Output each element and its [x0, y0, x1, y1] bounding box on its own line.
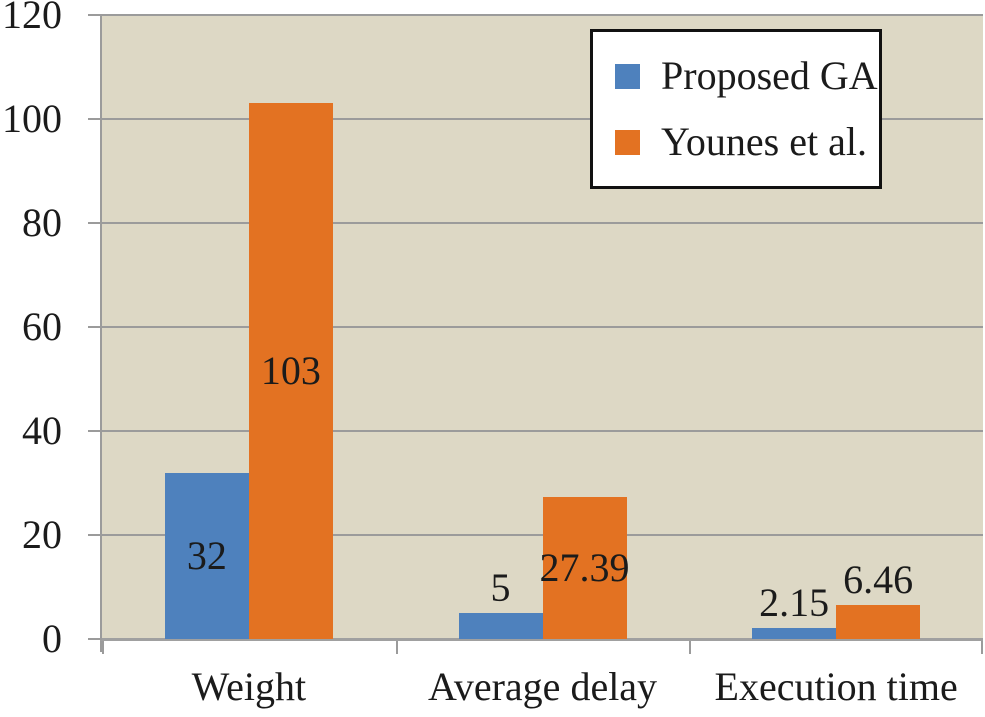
x-tick-mark-3	[981, 641, 983, 654]
y-tick-mark-40	[88, 430, 102, 432]
gridline-120	[102, 14, 983, 16]
bar-value-label-proposed-ga-execution-time: 2.15	[759, 579, 830, 625]
y-tick-mark-20	[88, 534, 102, 536]
legend-label-proposed-ga: Proposed GA	[661, 53, 878, 98]
y-axis-label-40: 40	[22, 408, 62, 453]
x-category-label-weight: Weight	[191, 664, 307, 709]
legend-swatch-proposed-ga-icon	[615, 63, 640, 89]
bar-younes-et-al-weight	[248, 103, 333, 639]
legend-swatch-younes-et-al-icon	[615, 129, 640, 155]
y-tick-mark-120	[88, 14, 102, 16]
bar-value-label-proposed-ga-average-delay: 5	[490, 565, 511, 610]
y-axis-label-0: 0	[42, 616, 62, 661]
y-tick-mark-0	[88, 638, 102, 640]
y-axis-line	[100, 14, 102, 652]
y-tick-mark-80	[88, 222, 102, 224]
gridline-40	[102, 430, 983, 432]
x-category-label-average-delay: Average delay	[427, 664, 658, 709]
y-axis-label-100: 100	[2, 96, 62, 141]
bar-value-label-proposed-ga-weight: 32	[186, 532, 227, 578]
x-category-label-execution-time: Execution time	[714, 664, 958, 709]
bar-proposed-ga-average-delay	[458, 613, 543, 639]
y-axis-label-60: 60	[22, 304, 62, 349]
y-axis-label-120: 120	[2, 0, 62, 37]
y-tick-mark-100	[88, 118, 102, 120]
legend: Proposed GA Younes et al.	[590, 29, 882, 189]
legend-item-younes-et-al: Younes et al.	[615, 120, 879, 164]
x-tick-mark-0	[102, 641, 104, 654]
bar-value-label-younes-et-al-average-delay: 27.39	[539, 544, 630, 590]
y-tick-mark-60	[88, 326, 102, 328]
bar-younes-et-al-execution-time	[836, 605, 921, 639]
gridline-100	[102, 118, 983, 120]
gridline-60	[102, 326, 983, 328]
bar-younes-et-al-average-delay	[542, 496, 627, 639]
y-axis-label-20: 20	[22, 512, 62, 557]
bar-proposed-ga-weight	[164, 472, 249, 639]
gridline-80	[102, 222, 983, 224]
x-tick-mark-1	[395, 641, 398, 654]
legend-label-younes-et-al: Younes et al.	[661, 119, 867, 164]
x-axis-line	[100, 638, 983, 641]
x-tick-mark-2	[689, 641, 692, 654]
bar-value-label-younes-et-al-execution-time: 6.46	[843, 557, 914, 603]
y-axis-label-80: 80	[22, 200, 62, 245]
legend-item-proposed-ga: Proposed GA	[615, 54, 879, 98]
bar-value-label-younes-et-al-weight: 103	[260, 348, 321, 394]
bar-proposed-ga-execution-time	[752, 627, 837, 639]
